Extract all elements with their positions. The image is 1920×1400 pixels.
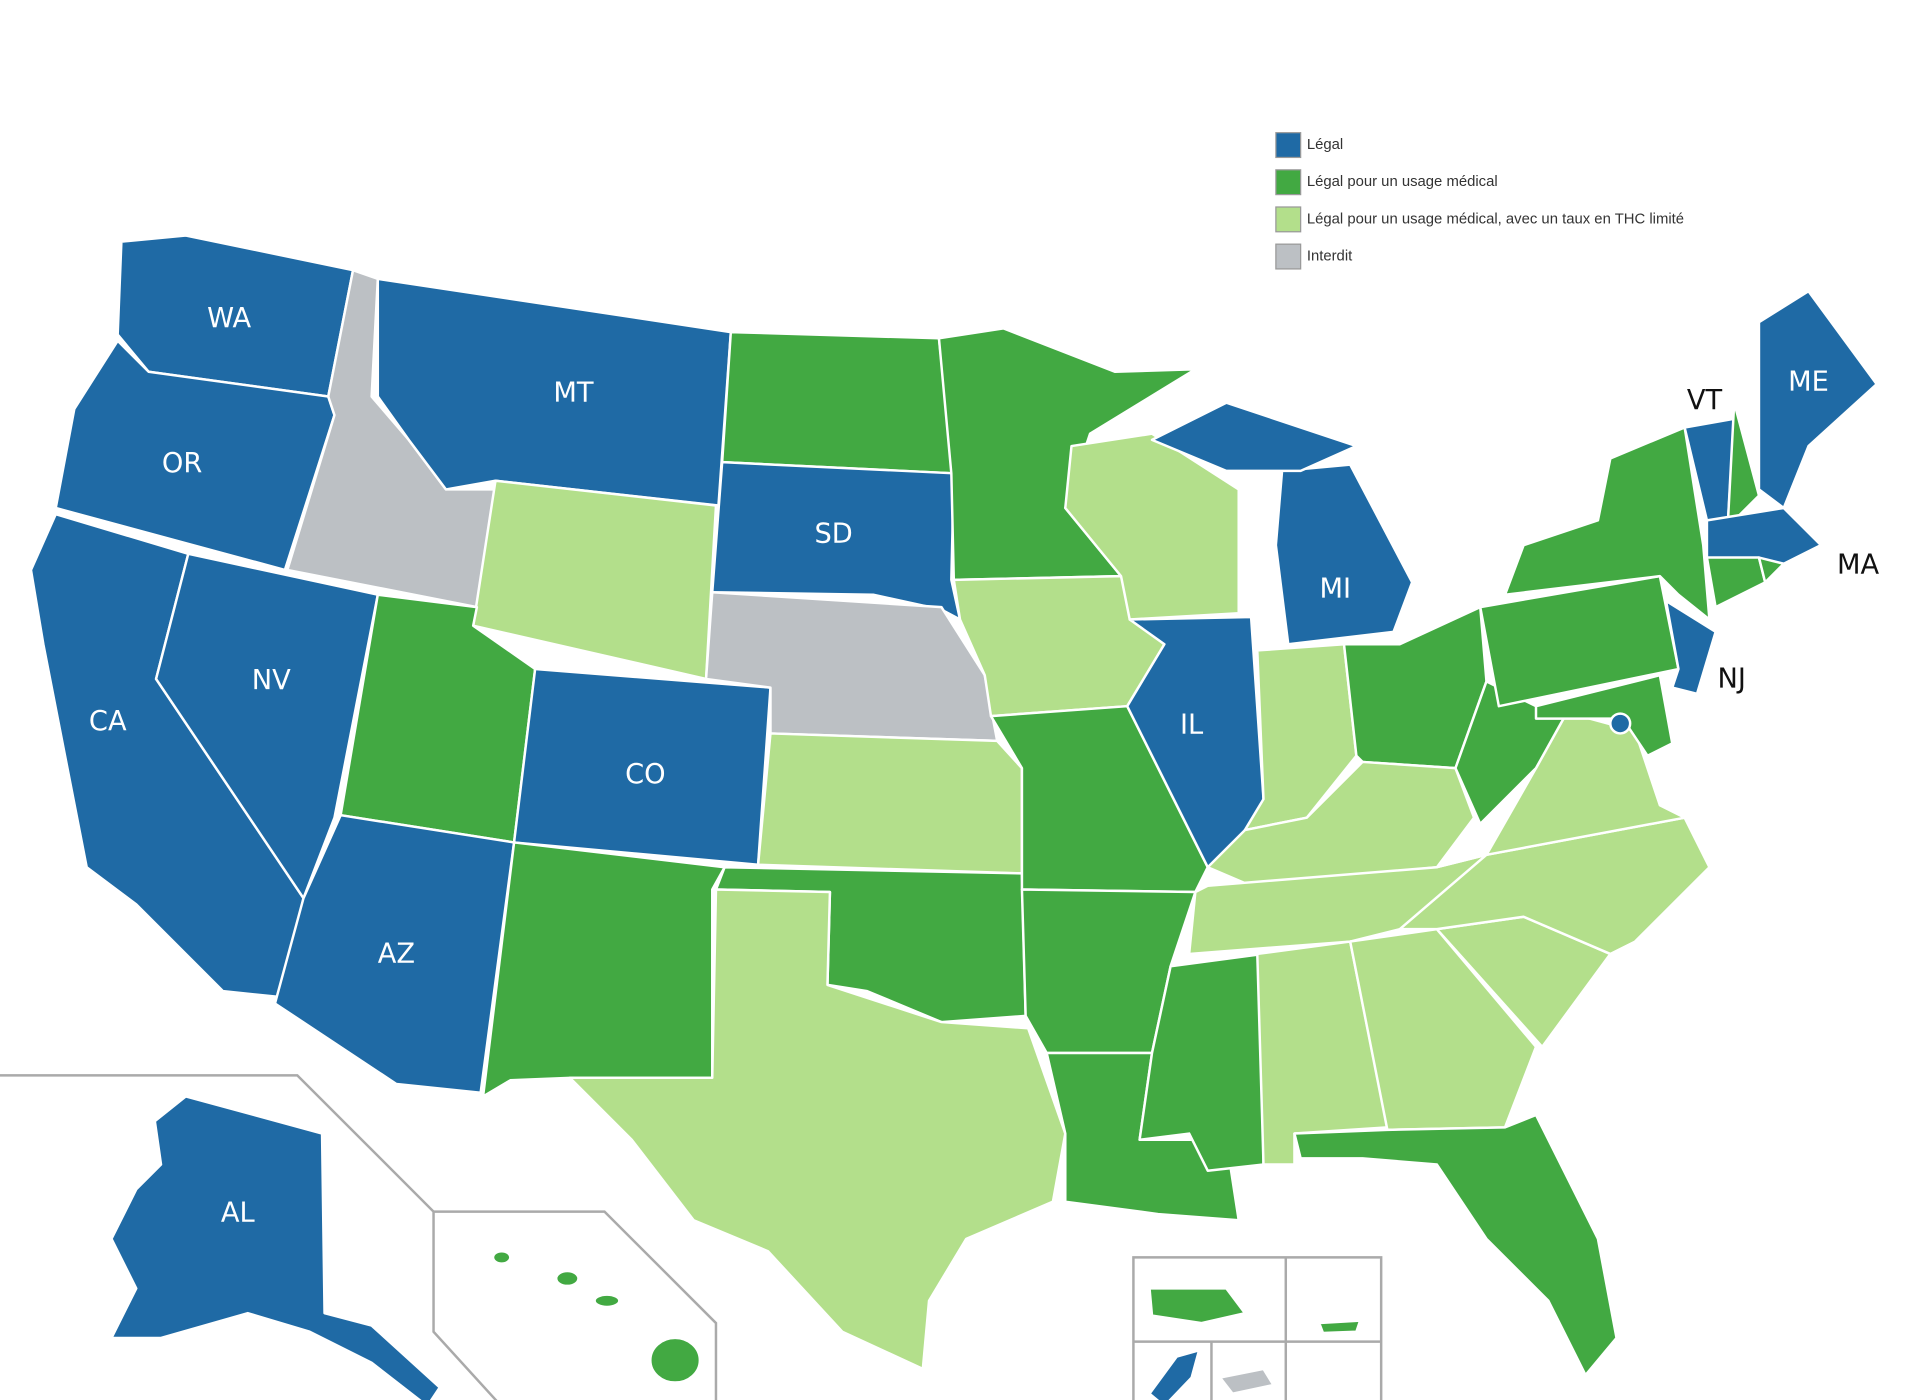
legend-label: Légal pour un usage médical, avec un tau…	[1307, 211, 1684, 227]
legend-label: Légal	[1307, 137, 1343, 153]
state	[1293, 1113, 1618, 1377]
state	[1148, 1349, 1201, 1400]
state	[110, 1095, 441, 1400]
state-labels: WA OR CA NV MT SD CO AZ IL MI ME VT MA N…	[89, 303, 1880, 1228]
state	[756, 732, 1024, 875]
legend-swatch	[1275, 243, 1302, 270]
state-label: AZ	[378, 939, 415, 970]
state-label: OR	[162, 448, 202, 479]
legend: Légal Légal pour un usage médical Légal po…	[1275, 132, 1684, 270]
state-label: AL	[221, 1198, 256, 1229]
legend-swatch	[1275, 169, 1302, 196]
state	[1705, 556, 1767, 609]
state	[1503, 426, 1711, 621]
state-label: MT	[553, 378, 594, 409]
state	[554, 1269, 580, 1288]
state-label: SD	[815, 519, 853, 550]
state	[1757, 556, 1785, 584]
state-label: WA	[207, 303, 251, 334]
state	[1757, 289, 1878, 510]
state	[1664, 599, 1717, 696]
state	[1150, 401, 1358, 473]
states	[29, 234, 1878, 1400]
state	[1274, 463, 1414, 646]
legend-swatch	[1275, 206, 1302, 233]
state	[1218, 1367, 1275, 1395]
state	[649, 1336, 702, 1384]
state	[1317, 1319, 1362, 1335]
state-label: NV	[252, 665, 291, 696]
state-label: MI	[1320, 573, 1352, 604]
state-label: VT	[1687, 385, 1723, 416]
state	[720, 330, 956, 475]
state-label: IL	[1180, 710, 1204, 741]
inset-border	[433, 1210, 718, 1400]
inset-border	[1132, 1256, 1383, 1400]
state	[1705, 506, 1823, 565]
state	[1534, 673, 1674, 757]
state-label: ME	[1788, 366, 1829, 397]
state	[568, 888, 1067, 1371]
legend-swatch	[1275, 132, 1302, 159]
state-label: CO	[625, 759, 665, 790]
legend-label: Interdit	[1307, 248, 1353, 264]
state	[1726, 401, 1761, 522]
state	[154, 552, 380, 900]
state	[1206, 760, 1476, 888]
state	[471, 479, 718, 681]
state	[491, 1249, 512, 1265]
state	[593, 1293, 621, 1309]
state-label: NJ	[1718, 664, 1746, 695]
state	[1609, 712, 1632, 735]
state-label: CA	[89, 706, 127, 737]
state-label: MA	[1837, 550, 1880, 581]
state	[1148, 1287, 1247, 1325]
state	[481, 841, 726, 1098]
legend-label: Légal pour un usage médical	[1307, 174, 1498, 190]
state	[1348, 927, 1538, 1132]
